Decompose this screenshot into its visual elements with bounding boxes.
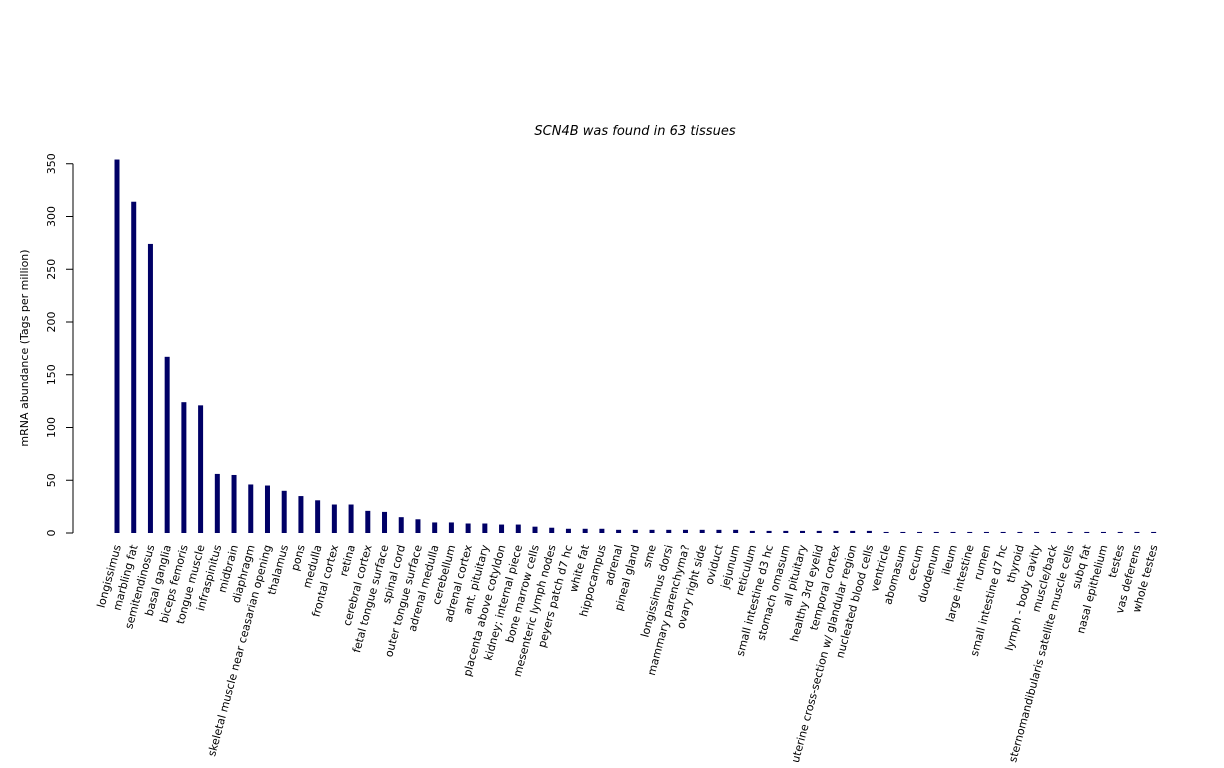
bar <box>164 356 170 533</box>
bar <box>382 511 388 533</box>
bar <box>465 523 471 533</box>
y-tick-label: 350 <box>45 153 58 174</box>
bar <box>649 529 655 533</box>
bar <box>716 529 722 533</box>
bar <box>833 530 839 533</box>
bar <box>1050 531 1056 533</box>
chart-title: SCN4B was found in 63 tissues <box>534 124 735 139</box>
bar <box>1067 531 1073 533</box>
bar <box>398 517 404 533</box>
bar <box>281 490 287 533</box>
bar <box>432 522 438 533</box>
y-tick-label: 200 <box>45 312 58 333</box>
bar <box>917 531 923 533</box>
bar <box>181 402 187 533</box>
bar <box>749 530 755 533</box>
bars-group <box>114 159 1157 534</box>
bar <box>131 201 137 534</box>
bar <box>883 531 889 533</box>
y-tick-label: 0 <box>45 530 58 537</box>
bar <box>231 474 237 533</box>
bar <box>699 529 705 533</box>
bar <box>1100 531 1106 533</box>
bar <box>816 530 822 533</box>
y-tick-label: 300 <box>45 206 58 227</box>
bar <box>1151 531 1157 533</box>
bar <box>114 159 120 533</box>
bar <box>983 531 989 533</box>
bar <box>1117 531 1123 533</box>
bar <box>365 510 371 533</box>
bar <box>214 473 220 533</box>
y-tick-label: 150 <box>45 364 58 385</box>
bar <box>950 531 956 533</box>
bar <box>415 519 421 533</box>
bar <box>967 531 973 533</box>
bar <box>1017 531 1023 533</box>
bar <box>198 405 204 533</box>
y-tick-label: 250 <box>45 259 58 280</box>
bar <box>565 528 571 533</box>
bar <box>682 529 688 533</box>
y-axis-label: mRNA abundance (Tags per million) <box>18 249 31 446</box>
bar <box>1000 531 1006 533</box>
bar <box>248 484 254 533</box>
bar <box>331 504 337 533</box>
bar <box>632 529 638 533</box>
bar <box>616 529 622 533</box>
bar <box>1084 531 1090 533</box>
bar <box>348 504 354 533</box>
bar <box>783 530 789 533</box>
bar <box>1034 531 1040 533</box>
bar <box>1134 531 1140 533</box>
bar <box>298 496 304 533</box>
bar <box>733 529 739 533</box>
y-axis: 0 50 100 150 200 250 300 350 <box>45 153 74 537</box>
bar <box>549 527 555 533</box>
bar <box>532 526 538 533</box>
bar <box>147 243 153 533</box>
bar <box>315 500 321 533</box>
bar <box>264 485 270 533</box>
category-label: sme <box>640 543 659 569</box>
bar <box>666 529 672 533</box>
y-tick-label: 100 <box>45 417 58 438</box>
bar <box>800 530 806 533</box>
bar <box>900 531 906 533</box>
bar <box>448 522 454 533</box>
bar <box>933 531 939 533</box>
bar <box>515 524 521 533</box>
bar <box>850 530 856 533</box>
bar <box>499 524 505 533</box>
bar <box>599 528 605 533</box>
bar <box>482 523 488 533</box>
bar <box>866 530 872 533</box>
bar <box>766 530 772 533</box>
bar <box>582 528 588 533</box>
y-tick-label: 50 <box>45 473 58 487</box>
